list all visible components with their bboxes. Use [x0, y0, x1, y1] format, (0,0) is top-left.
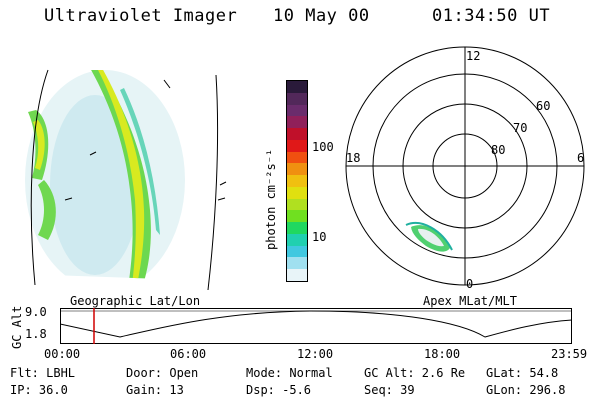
dsp-field: Dsp: -5.6 [246, 383, 312, 397]
colorbar-tick-10: 10 [312, 230, 327, 244]
colorbar-segment [287, 233, 307, 246]
left-emission-lower [38, 180, 56, 240]
glat-field: GLat: 54.8 [486, 366, 559, 380]
altitude-time-plot [60, 308, 572, 344]
coast-fragment [64, 197, 73, 201]
colorbar-segment [287, 116, 307, 129]
door-field: Door: Open [126, 366, 199, 380]
filter-field: Flt: LBHL [10, 366, 76, 380]
time-tick-0000: 00:00 [44, 347, 81, 361]
polar-aurora-core [418, 228, 444, 247]
altitude-curve [60, 310, 572, 338]
colorbar-unit-label: photon cm⁻²s⁻¹ [264, 148, 278, 250]
gc-alt-field: GC Alt: 2.6 Re [364, 366, 466, 380]
auroral-arc-edge [120, 88, 160, 235]
time-tick-2359: 23:59 [551, 347, 588, 361]
colorbar-segment [287, 151, 307, 164]
left-emission-upper [28, 110, 49, 180]
auroral-arc-outer [90, 70, 151, 280]
auroral-arc-core [98, 70, 145, 280]
coast-fragment [219, 181, 227, 186]
colorbar-segment [287, 92, 307, 105]
altitude-axis-label: GC Alt [10, 305, 24, 349]
coast-fragment [89, 151, 97, 156]
colorbar-segment [287, 139, 307, 152]
airglow-core [50, 95, 140, 275]
mlt-label-12: 12 [466, 49, 480, 63]
mlt-label-6: 6 [577, 151, 584, 165]
polar-mlat-mlt-plot: 12 0 18 6 60 70 80 [345, 46, 585, 291]
mode-field: Mode: Normal [246, 366, 333, 380]
instrument-title: Ultraviolet Imager [44, 6, 238, 26]
observation-date: 10 May 00 [273, 6, 370, 26]
apex-panel-title: Apex MLat/MLT [423, 294, 517, 308]
colorbar-tick-100: 100 [312, 140, 334, 154]
colorbar-segment [287, 210, 307, 223]
colorbar-segment [287, 245, 307, 258]
earth-limb-right [207, 74, 219, 290]
time-tick-0600: 06:00 [170, 347, 207, 361]
mlat-label-80: 80 [491, 143, 505, 157]
colorbar-segment [287, 269, 307, 282]
coast-fragment [163, 79, 171, 89]
altitude-max-label: 9.0 [25, 305, 47, 319]
seq-field: Seq: 39 [364, 383, 415, 397]
time-tick-1800: 18:00 [424, 347, 461, 361]
colorbar-segment [287, 104, 307, 117]
colorbar-segment [287, 175, 307, 187]
colorbar-segment [287, 81, 307, 93]
gain-field: Gain: 13 [126, 383, 184, 397]
colorbar-segment [287, 222, 307, 234]
geographic-uv-image [20, 69, 227, 290]
ip-field: IP: 36.0 [10, 383, 68, 397]
colorbar-segment [287, 186, 307, 199]
altitude-min-label: 1.8 [25, 327, 47, 341]
colorbar-segment [287, 163, 307, 176]
coast-fragment [217, 197, 226, 201]
time-tick-1200: 12:00 [297, 347, 334, 361]
geographic-panel-title: Geographic Lat/Lon [70, 294, 201, 308]
observation-time: 01:34:50 UT [432, 6, 551, 26]
colorbar-segment [287, 257, 307, 270]
colorbar-segment [287, 128, 307, 140]
mlat-label-70: 70 [513, 121, 527, 135]
left-emission-core [33, 120, 45, 170]
earth-limb-left [30, 69, 49, 286]
glon-field: GLon: 296.8 [486, 383, 566, 397]
mlt-label-18: 18 [346, 151, 360, 165]
mlat-label-60: 60 [536, 99, 550, 113]
altitude-plot-frame [60, 308, 572, 344]
polar-aurora-edge [405, 222, 453, 251]
intensity-colorbar [286, 80, 308, 282]
colorbar-segment [287, 198, 307, 211]
mlt-label-0: 0 [466, 277, 473, 291]
